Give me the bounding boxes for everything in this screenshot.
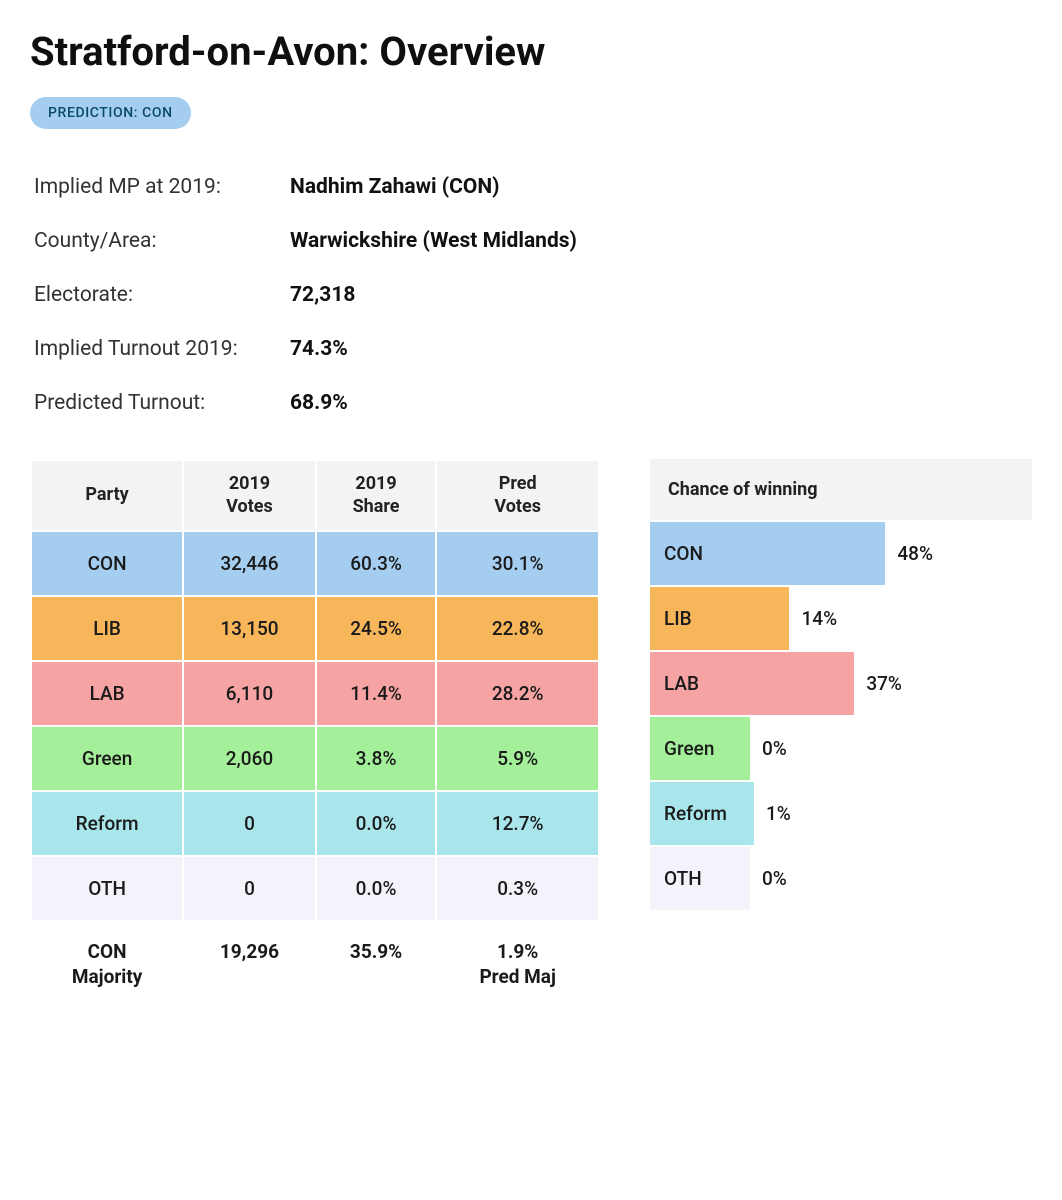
footer-pred: 1.9% Pred Maj (437, 922, 598, 1009)
cell-pred: 12.7% (437, 792, 598, 855)
cell-pred: 28.2% (437, 662, 598, 725)
cell-share: 3.8% (317, 727, 436, 790)
meta-value: 72,318 (290, 283, 355, 307)
chance-bar (750, 652, 854, 715)
meta-label: Predicted Turnout: (34, 391, 290, 415)
chance-label: OTH (650, 847, 750, 910)
cell-party: CON (32, 532, 182, 595)
cell-party: Green (32, 727, 182, 790)
cell-share: 0.0% (317, 857, 436, 920)
footer-share: 35.9% (317, 922, 436, 1009)
footer-votes: 19,296 (184, 922, 315, 1009)
results-table: Party 2019Votes 2019Share PredVotes CON3… (30, 459, 600, 1011)
meta-value: 74.3% (290, 337, 348, 361)
chance-bar (750, 587, 789, 650)
col-votes: 2019Votes (184, 461, 315, 530)
table-row: Reform00.0%12.7% (32, 792, 598, 855)
chance-bar-wrap: 0% (750, 847, 1032, 910)
meta-row: County/Area: Warwickshire (West Midlands… (34, 229, 1032, 253)
chance-row: LIB 14% (650, 587, 1032, 650)
chance-label: Green (650, 717, 750, 780)
cell-pred: 5.9% (437, 727, 598, 790)
cell-pred: 0.3% (437, 857, 598, 920)
chance-pct: 14% (789, 607, 837, 630)
meta-label: Implied Turnout 2019: (34, 337, 290, 361)
cell-pred: 22.8% (437, 597, 598, 660)
chance-bar-wrap: 37% (750, 652, 1032, 715)
meta-value: Warwickshire (West Midlands) (290, 229, 577, 253)
meta-value: Nadhim Zahawi (CON) (290, 175, 500, 199)
cell-votes: 13,150 (184, 597, 315, 660)
footer-majority-label: CON Majority (32, 922, 182, 1009)
table-row: LIB13,15024.5%22.8% (32, 597, 598, 660)
meta-label: Implied MP at 2019: (34, 175, 290, 199)
cell-party: Reform (32, 792, 182, 855)
chance-bar-wrap: 0% (750, 717, 1032, 780)
cell-party: OTH (32, 857, 182, 920)
chance-bar-wrap: 14% (750, 587, 1032, 650)
cell-share: 60.3% (317, 532, 436, 595)
cell-share: 0.0% (317, 792, 436, 855)
meta-value: 68.9% (290, 391, 348, 415)
chance-pct: 0% (750, 737, 787, 760)
chance-header: Chance of winning (650, 459, 1032, 520)
chance-row: Green0% (650, 717, 1032, 780)
cell-pred: 30.1% (437, 532, 598, 595)
chance-row: OTH0% (650, 847, 1032, 910)
cell-party: LAB (32, 662, 182, 725)
chance-pct: 1% (754, 802, 791, 825)
chance-row: Reform1% (650, 782, 1032, 845)
chance-pct: 48% (885, 542, 933, 565)
cell-share: 24.5% (317, 597, 436, 660)
chance-label: CON (650, 522, 750, 585)
meta-label: Electorate: (34, 283, 290, 307)
meta-row: Implied Turnout 2019: 74.3% (34, 337, 1032, 361)
cell-votes: 0 (184, 792, 315, 855)
table-row: LAB6,11011.4%28.2% (32, 662, 598, 725)
cell-votes: 32,446 (184, 532, 315, 595)
col-party: Party (32, 461, 182, 530)
chance-label: LAB (650, 652, 750, 715)
cell-votes: 0 (184, 857, 315, 920)
chance-row: CON 48% (650, 522, 1032, 585)
cell-votes: 6,110 (184, 662, 315, 725)
page-title: Stratford-on-Avon: Overview (30, 28, 1032, 75)
chance-label: LIB (650, 587, 750, 650)
chance-pct: 37% (854, 672, 902, 695)
meta-row: Implied MP at 2019: Nadhim Zahawi (CON) (34, 175, 1032, 199)
chance-label: Reform (650, 782, 750, 845)
cell-party: LIB (32, 597, 182, 660)
col-pred: PredVotes (437, 461, 598, 530)
col-share: 2019Share (317, 461, 436, 530)
meta-row: Predicted Turnout: 68.9% (34, 391, 1032, 415)
table-row: OTH00.0%0.3% (32, 857, 598, 920)
meta-label: County/Area: (34, 229, 290, 253)
chance-bar-wrap: 48% (750, 522, 1032, 585)
meta-table: Implied MP at 2019: Nadhim Zahawi (CON) … (34, 175, 1032, 415)
chance-row: LAB 37% (650, 652, 1032, 715)
prediction-badge: PREDICTION: CON (30, 97, 191, 129)
cell-share: 11.4% (317, 662, 436, 725)
cell-votes: 2,060 (184, 727, 315, 790)
chance-pct: 0% (750, 867, 787, 890)
table-row: Green2,0603.8%5.9% (32, 727, 598, 790)
chance-panel: Chance of winning CON 48% LIB 14% LAB 37% Gree… (650, 459, 1032, 912)
chance-bar (750, 522, 885, 585)
chance-bar-wrap: 1% (750, 782, 1032, 845)
table-row: CON32,44660.3%30.1% (32, 532, 598, 595)
meta-row: Electorate: 72,318 (34, 283, 1032, 307)
